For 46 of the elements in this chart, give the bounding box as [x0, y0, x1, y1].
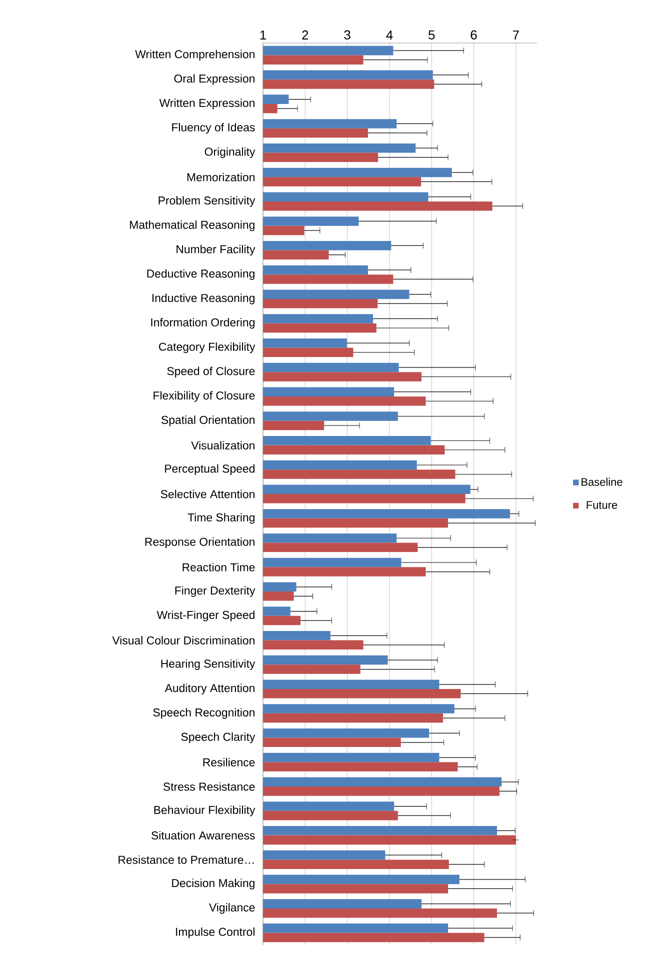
y-tick-label: Written Expression	[159, 98, 254, 110]
y-tick-label: Written Comprehension	[135, 50, 254, 61]
y-tick-label: Flexibility of Closure	[154, 391, 255, 402]
y-tick-label: Finger Dexterity	[175, 586, 256, 597]
y-tick-label: Reaction Time	[182, 562, 255, 572]
y-tick-label: Time Sharing	[188, 513, 254, 524]
y-tick-label: Selective Attention	[160, 490, 254, 498]
x-tick-label: 2	[302, 30, 308, 40]
y-tick-label: Impulse Control	[176, 927, 254, 938]
y-tick-label: Mathematical Reasoning	[130, 220, 254, 232]
x-tick-label: 1	[260, 30, 266, 40]
x-tick-label: 6	[470, 30, 477, 40]
y-tick-label: Wrist-Finger Speed	[156, 610, 254, 622]
y-tick-label: Visualization	[191, 441, 254, 450]
legend-label: Baseline	[582, 478, 622, 486]
y-tick-label: Perceptual Speed	[165, 464, 254, 475]
y-tick-label: Resilience	[203, 758, 255, 766]
y-tick-label: Number Facility	[176, 244, 256, 256]
x-tick-label: 5	[428, 30, 435, 40]
y-tick-label: Originality	[204, 147, 256, 158]
x-tick-label: 4	[386, 30, 393, 40]
y-tick-label: Visual Colour Discrimination	[112, 636, 254, 644]
y-tick-label: Problem Sensitivity	[158, 196, 256, 207]
y-tick-label: Situation Awareness	[152, 831, 255, 840]
y-tick-label: Resistance to Premature…	[118, 855, 254, 864]
y-tick-label: Decision Making	[172, 878, 254, 890]
y-tick-label: Memorization	[187, 172, 254, 182]
y-tick-label: Spatial Orientation	[161, 416, 254, 426]
y-tick-label: Speed of Closure	[167, 366, 255, 378]
y-tick-label: Speech Recognition	[153, 708, 254, 719]
y-tick-label: Stress Resistance	[163, 782, 255, 791]
legend-label: Future	[586, 501, 618, 509]
y-tick-label: Auditory Attention	[164, 684, 254, 694]
y-tick-label: Information Ordering	[151, 318, 254, 329]
y-tick-label: Deductive Reasoning	[147, 269, 254, 280]
y-tick-label: Fluency of Ideas	[172, 122, 255, 134]
y-tick-label: Response Orientation	[145, 537, 254, 548]
x-tick-label: 7	[512, 30, 519, 40]
y-tick-label: Category Flexibility	[159, 342, 256, 354]
y-tick-label: Inductive Reasoning	[152, 294, 254, 304]
y-tick-label: Vigilance	[208, 903, 255, 914]
y-tick-label: Behaviour Flexibility	[154, 806, 256, 816]
y-tick-label: Oral Expression	[174, 74, 254, 85]
y-tick-label: Hearing Sensitivity	[161, 659, 256, 670]
x-tick-label: 3	[344, 30, 350, 40]
y-tick-label: Speech Clarity	[181, 732, 256, 744]
